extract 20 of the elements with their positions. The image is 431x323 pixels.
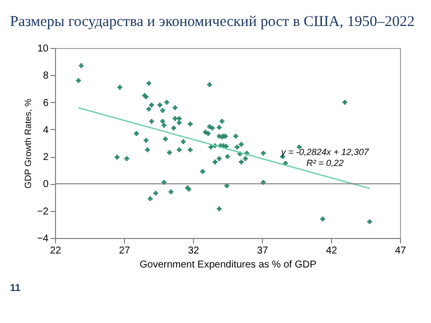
y-tick-label: −2 xyxy=(37,206,49,218)
y-tick-label: 4 xyxy=(42,124,49,136)
y-tick-label: 2 xyxy=(42,152,49,164)
x-tick-label: 42 xyxy=(326,246,338,256)
x-tick-label: 27 xyxy=(118,246,130,256)
x-axis-title: Government Expenditures as % of GDP xyxy=(140,260,317,270)
x-tick-label: 47 xyxy=(394,246,406,256)
x-tick-label: 22 xyxy=(50,246,62,256)
annotation: R² = 0,22 xyxy=(306,158,344,168)
x-tick-label: 32 xyxy=(188,246,200,256)
y-tick-label: 8 xyxy=(42,70,49,82)
y-tick-label: 6 xyxy=(42,98,49,109)
y-tick-label: 10 xyxy=(37,44,49,54)
chart-title: Размеры государства и экономический рост в США, 1950–2022 xyxy=(10,14,415,30)
annotation: y = -0,2824x + 12,307 xyxy=(280,147,370,157)
text: 11 xyxy=(10,283,22,294)
y-tick-label: 0 xyxy=(42,179,49,190)
y-axis-title: GDP Growth Rates, % xyxy=(23,98,34,188)
y-tick-label: −4 xyxy=(37,234,49,244)
x-tick-label: 37 xyxy=(256,246,268,256)
